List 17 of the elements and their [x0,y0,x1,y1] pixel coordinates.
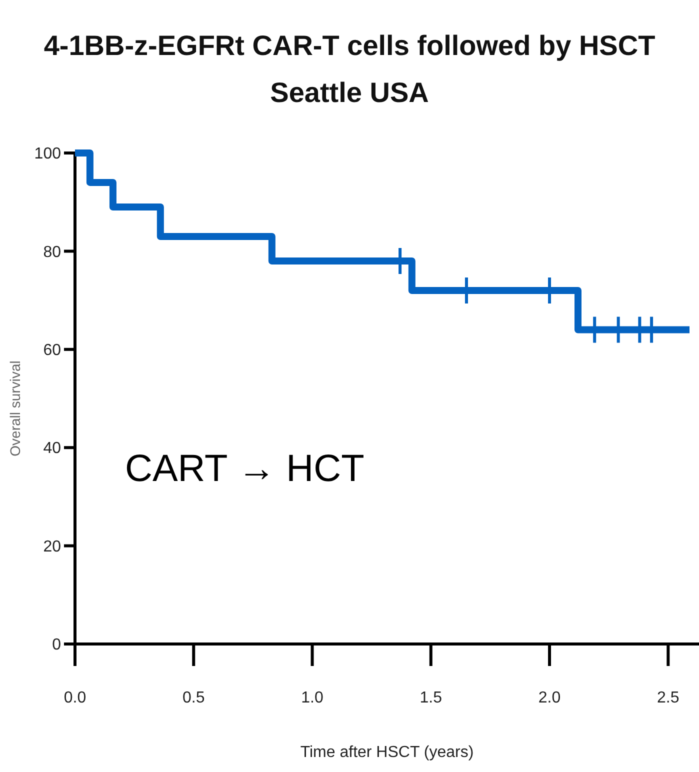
y-tick-label: 60 [43,342,62,359]
x-tick-label: 2.0 [538,690,561,707]
y-tick-label: 100 [34,146,62,163]
y-tick-label: 0 [52,636,62,654]
annotation: CART → HCT [125,448,364,490]
chart-title: 4-1BB-z-EGFRt CAR-T cells followed by HSCT [44,30,656,61]
y-tick-label: 40 [43,440,62,458]
x-tick-label: 1.5 [420,690,442,707]
x-tick-label: 0.0 [64,690,86,707]
y-tick-label: 20 [43,538,62,556]
x-tick-label: 1.0 [301,690,324,707]
x-axis-title: Time after HSCT (years) [300,744,474,761]
x-tick-label: 2.5 [657,690,680,707]
y-tick-label: 80 [43,244,62,261]
x-tick-label: 0.5 [182,690,205,707]
chart-subtitle: Seattle USA [270,77,429,108]
y-axis-title: Overall survival [7,360,23,456]
